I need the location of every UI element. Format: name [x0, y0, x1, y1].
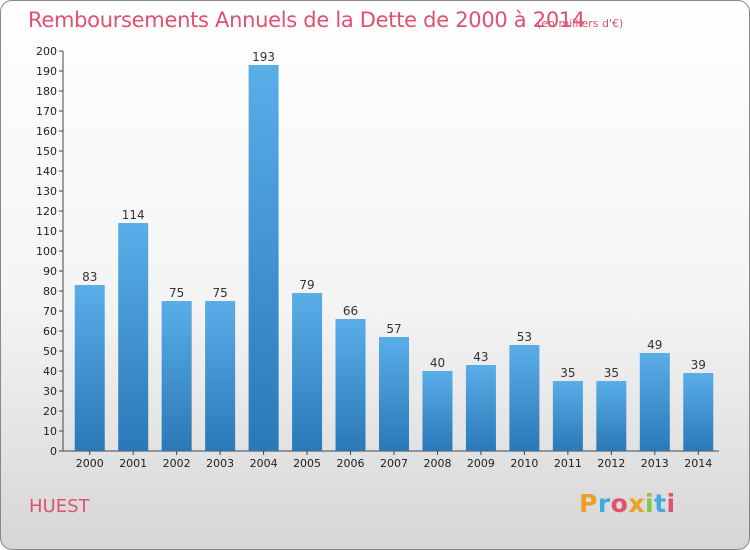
- data-label: 35: [560, 366, 575, 380]
- x-tick-label: 2004: [250, 457, 278, 470]
- bar: [205, 301, 236, 451]
- y-tick-label: 150: [36, 145, 57, 158]
- y-tick-label: 40: [43, 365, 57, 378]
- data-label: 75: [212, 286, 227, 300]
- bar: [683, 373, 714, 451]
- bar: [596, 381, 627, 451]
- y-tick-label: 130: [36, 185, 57, 198]
- x-tick-label: 2011: [554, 457, 582, 470]
- data-label: 79: [299, 278, 314, 292]
- y-tick-label: 140: [36, 165, 57, 178]
- y-tick-label: 170: [36, 105, 57, 118]
- x-tick-label: 2001: [119, 457, 147, 470]
- data-label: 114: [122, 208, 145, 222]
- bar: [74, 285, 105, 451]
- bar: [118, 223, 149, 451]
- x-tick-label: 2006: [337, 457, 365, 470]
- y-tick-label: 100: [36, 245, 57, 258]
- logo-letter: o: [610, 489, 629, 518]
- proxiti-logo[interactable]: Proxiti: [579, 489, 676, 518]
- y-tick-label: 60: [43, 325, 57, 338]
- data-label: 40: [430, 356, 445, 370]
- logo-letter: r: [597, 489, 611, 518]
- x-tick-label: 2013: [641, 457, 669, 470]
- bar: [552, 381, 583, 451]
- data-label: 35: [604, 366, 619, 380]
- logo-letter: P: [579, 489, 598, 518]
- x-tick-label: 2012: [597, 457, 625, 470]
- commune-name: HUEST: [29, 496, 90, 517]
- chart-title: Remboursements Annuels de la Dette de 20…: [28, 8, 585, 32]
- logo-letter: x: [628, 489, 645, 518]
- bar: [161, 301, 192, 451]
- x-tick-label: 2008: [423, 457, 451, 470]
- bar: [292, 293, 323, 451]
- y-tick-label: 180: [36, 85, 57, 98]
- y-tick-label: 90: [43, 265, 57, 278]
- unit-note: (en milliers d'€): [537, 17, 624, 30]
- bar: [248, 65, 279, 451]
- x-tick-label: 2002: [163, 457, 191, 470]
- y-tick-label: 70: [43, 305, 57, 318]
- logo-letter: i: [666, 489, 676, 518]
- bar: [639, 353, 670, 451]
- bar: [509, 345, 540, 451]
- bar: [335, 319, 366, 451]
- data-label: 39: [691, 358, 706, 372]
- y-tick-label: 30: [43, 385, 57, 398]
- y-tick-label: 50: [43, 345, 57, 358]
- y-tick-label: 190: [36, 65, 57, 78]
- logo-letter: i: [645, 489, 655, 518]
- logo-letter: t: [654, 489, 667, 518]
- y-tick-label: 20: [43, 405, 57, 418]
- bar: [422, 371, 453, 451]
- y-tick-label: 160: [36, 125, 57, 138]
- data-label: 49: [647, 338, 662, 352]
- x-tick-label: 2014: [684, 457, 712, 470]
- x-tick-label: 2009: [467, 457, 495, 470]
- x-tick-label: 2000: [76, 457, 104, 470]
- y-tick-label: 10: [43, 425, 57, 438]
- data-label: 66: [343, 304, 358, 318]
- data-label: 57: [386, 322, 401, 336]
- y-tick-label: 120: [36, 205, 57, 218]
- y-tick-label: 200: [36, 45, 57, 58]
- y-tick-label: 110: [36, 225, 57, 238]
- data-label: 43: [473, 350, 488, 364]
- x-tick-label: 2003: [206, 457, 234, 470]
- bar: [465, 365, 496, 451]
- data-label: 75: [169, 286, 184, 300]
- x-tick-label: 2007: [380, 457, 408, 470]
- data-label: 83: [82, 270, 97, 284]
- y-tick-label: 80: [43, 285, 57, 298]
- bar: [379, 337, 409, 451]
- y-tick-label: 0: [50, 445, 57, 458]
- x-tick-label: 2010: [510, 457, 538, 470]
- data-label: 53: [517, 330, 532, 344]
- data-label: 193: [252, 50, 275, 64]
- x-tick-label: 2005: [293, 457, 321, 470]
